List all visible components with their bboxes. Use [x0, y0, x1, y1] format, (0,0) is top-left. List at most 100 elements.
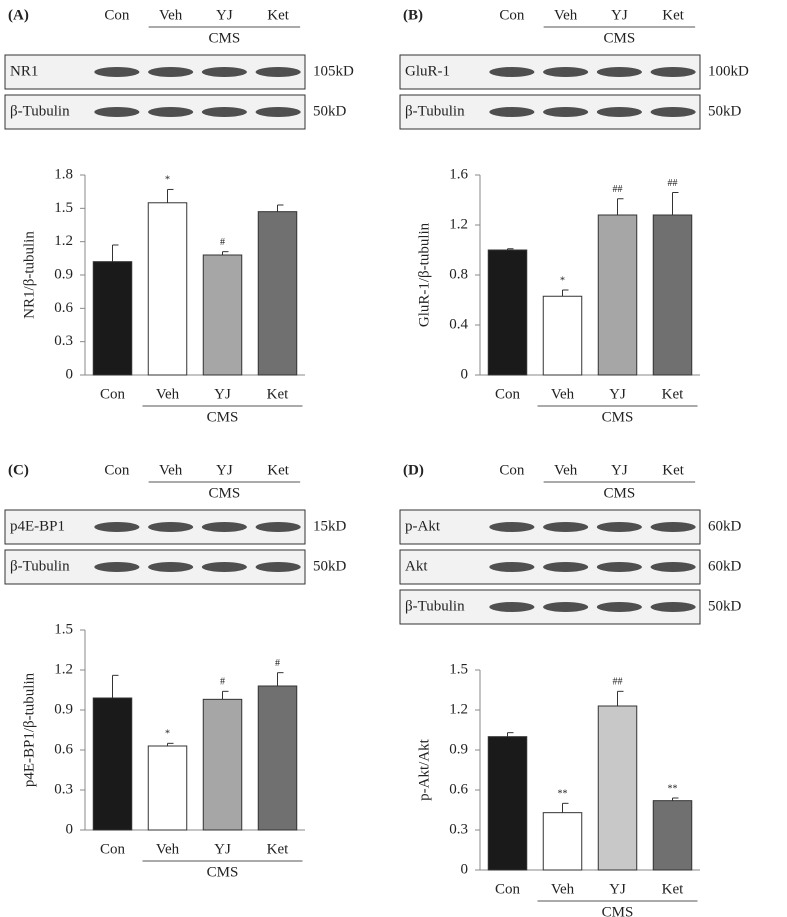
y-tick-label: 0.9	[54, 701, 73, 717]
blot-band	[543, 562, 589, 572]
blot-size: 50kD	[313, 103, 347, 119]
bar	[487, 736, 528, 871]
x-tick-label: Con	[495, 881, 521, 897]
significance: **	[668, 783, 678, 794]
blot-label: β-Tubulin	[10, 558, 70, 574]
group-label: CMS	[604, 485, 636, 501]
lane-label: Ket	[267, 462, 289, 478]
lane-label: Con	[499, 462, 525, 478]
blot-band	[596, 107, 642, 117]
y-tick-label: 0.9	[54, 266, 73, 282]
x-tick-label: Ket	[267, 841, 289, 857]
blot-size: 105kD	[313, 63, 354, 79]
y-tick-label: 0	[66, 366, 74, 382]
lane-label: Con	[104, 462, 130, 478]
y-tick-label: 1.6	[449, 166, 468, 182]
bar	[542, 812, 583, 871]
bar	[147, 202, 188, 376]
x-tick-label: Ket	[267, 386, 289, 402]
blot-band	[148, 562, 194, 572]
blot-band	[94, 522, 140, 532]
blot-band	[94, 67, 140, 77]
lane-label: Ket	[267, 7, 289, 23]
significance: ##	[613, 677, 623, 688]
blot-band	[255, 522, 301, 532]
blot-band	[148, 107, 194, 117]
bar	[202, 698, 243, 831]
blot-label: β-Tubulin	[405, 103, 465, 119]
blot-band	[148, 522, 194, 532]
blot-band	[650, 522, 696, 532]
blot-size: 15kD	[313, 518, 347, 534]
blot-label: β-Tubulin	[10, 103, 70, 119]
y-tick-label: 1.2	[54, 661, 73, 677]
lane-label: Ket	[662, 462, 684, 478]
lane-label: YJ	[611, 7, 628, 23]
x-tick-label: Con	[495, 386, 521, 402]
blot-size: 50kD	[708, 598, 742, 614]
blot-band	[489, 562, 535, 572]
y-axis-label: NR1/β-tubulin	[21, 231, 37, 319]
x-tick-label: Ket	[662, 386, 684, 402]
blot-band	[201, 562, 247, 572]
blot-band	[94, 562, 140, 572]
x-tick-label: Con	[100, 841, 126, 857]
group-label: CMS	[602, 904, 634, 917]
lane-label: Veh	[554, 7, 578, 23]
significance: #	[275, 658, 280, 669]
bar	[597, 214, 638, 376]
significance: *	[560, 275, 565, 286]
y-tick-label: 1.5	[54, 200, 73, 216]
x-tick-label: Ket	[662, 881, 684, 897]
lane-label: YJ	[216, 462, 233, 478]
blot-size: 50kD	[708, 103, 742, 119]
lane-label: YJ	[611, 462, 628, 478]
lane-label: Con	[499, 7, 525, 23]
blot-band	[543, 107, 589, 117]
bar	[147, 745, 188, 831]
blot-size: 50kD	[313, 558, 347, 574]
y-axis-label: GluR-1/β-tubulin	[416, 222, 432, 327]
blot-size: 100kD	[708, 63, 749, 79]
significance: **	[558, 789, 568, 800]
bar	[92, 697, 133, 831]
blot-band	[94, 107, 140, 117]
blot-band	[650, 562, 696, 572]
lane-label: YJ	[216, 7, 233, 23]
blot-band	[543, 522, 589, 532]
blot-band	[201, 67, 247, 77]
blot-band	[201, 107, 247, 117]
bar	[257, 211, 298, 376]
group-label: CMS	[604, 30, 636, 46]
blot-band	[489, 522, 535, 532]
blot-band	[650, 67, 696, 77]
blot-label: Akt	[405, 558, 428, 574]
y-tick-label: 0.3	[54, 781, 73, 797]
significance: #	[220, 677, 225, 688]
significance: #	[220, 237, 225, 248]
x-tick-label: Veh	[551, 881, 575, 897]
x-tick-label: Veh	[551, 386, 575, 402]
y-tick-label: 1.2	[54, 233, 73, 249]
y-tick-label: 0.4	[449, 316, 468, 332]
blot-band	[489, 67, 535, 77]
blot-band	[543, 602, 589, 612]
y-tick-label: 1.2	[449, 216, 468, 232]
blot-label: β-Tubulin	[405, 598, 465, 614]
bar	[652, 800, 693, 871]
blot-size: 60kD	[708, 518, 742, 534]
blot-band	[650, 107, 696, 117]
y-tick-label: 0.9	[449, 741, 468, 757]
y-axis-label: p4E-BP1/β-tubulin	[21, 672, 37, 787]
blot-label: p-Akt	[405, 518, 441, 534]
y-tick-label: 0	[66, 821, 74, 837]
panel-label: (C)	[8, 462, 29, 478]
y-tick-label: 0.6	[449, 781, 468, 797]
group-label: CMS	[209, 485, 241, 501]
blot-band	[255, 562, 301, 572]
bar	[652, 214, 693, 376]
y-tick-label: 0.8	[449, 266, 468, 282]
bar	[597, 705, 638, 871]
lane-label: Veh	[554, 462, 578, 478]
group-label: CMS	[209, 30, 241, 46]
